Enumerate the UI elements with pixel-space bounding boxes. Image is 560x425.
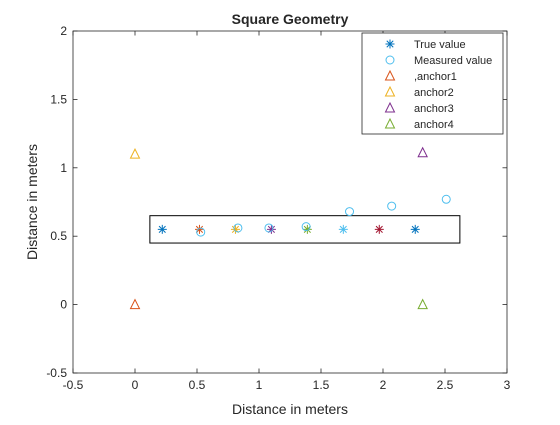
series-0-point — [338, 224, 348, 234]
legend-box — [361, 32, 504, 135]
legend-label: ,anchor1 — [414, 71, 457, 83]
y-tick-label: 0 — [60, 298, 67, 312]
x-tick-label: 3 — [504, 378, 511, 392]
y-tick-label: 2 — [60, 24, 67, 38]
annotations — [149, 215, 461, 244]
legend-marker — [384, 117, 396, 129]
series-1-point — [301, 222, 311, 232]
series-3-point — [129, 148, 141, 159]
series-5-point — [417, 298, 428, 310]
series-4-point — [417, 146, 428, 158]
tick-labels: -0.5 0 0.5 1 1.5 2 2.5 3 -0.5 0 0.5 1 1.5 2 — [46, 24, 510, 392]
x-tick-label: 2.5 — [437, 378, 454, 392]
region-rectangle — [149, 215, 461, 244]
series-0-point — [194, 224, 204, 234]
y-tick-label: 1.5 — [50, 92, 67, 106]
x-tick-label: 0 — [132, 378, 139, 392]
legend-marker — [384, 101, 396, 113]
legend-label: Measured value — [414, 55, 492, 67]
y-tick-label: 1 — [60, 161, 67, 175]
series-1-point — [345, 207, 355, 217]
series-0-point — [157, 224, 167, 234]
series-1-point — [233, 223, 243, 233]
legend-marker — [384, 69, 396, 81]
series-2-point — [129, 298, 141, 310]
legend: True value Measured value ,anchor1 anchor2 a… — [361, 32, 504, 135]
x-tick-label: -0.5 — [63, 378, 84, 392]
legend-marker — [384, 85, 396, 97]
x-axis-label: Distance in meters — [232, 401, 348, 417]
y-tick-label: 0.5 — [50, 229, 67, 243]
series-0-point — [266, 224, 276, 234]
x-tick-label: 2 — [380, 378, 387, 392]
legend-label: True value — [414, 39, 466, 51]
series-0-point — [374, 224, 384, 234]
x-tick-label: 1 — [256, 378, 263, 392]
series-1-point — [441, 194, 451, 204]
series-0-point — [302, 224, 312, 234]
chart-title: Square Geometry — [232, 11, 349, 27]
series-1-point — [264, 223, 274, 233]
y-axis-label: Distance in meters — [24, 144, 40, 260]
legend-label: anchor2 — [414, 87, 454, 99]
series-1-point — [387, 201, 397, 211]
x-tick-label: 0.5 — [189, 378, 206, 392]
legend-marker — [385, 39, 395, 49]
series-0-point — [410, 224, 420, 234]
legend-marker — [385, 55, 395, 65]
data-marks — [129, 146, 451, 310]
series-0-point — [230, 224, 240, 234]
series-1-point — [196, 227, 206, 237]
axes-box — [72, 30, 508, 374]
legend-label: anchor3 — [414, 103, 454, 115]
x-tick-label: 1.5 — [313, 378, 330, 392]
legend-label: anchor4 — [414, 119, 454, 131]
y-tick-label: -0.5 — [46, 366, 67, 380]
